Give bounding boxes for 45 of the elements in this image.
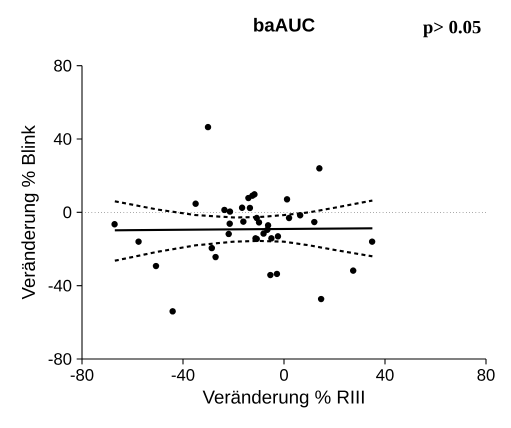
y-axis-title: Veränderung % Blink <box>21 125 39 300</box>
y-tick-label: -40 <box>48 280 72 292</box>
point <box>274 270 280 278</box>
point <box>318 296 324 302</box>
x-tick-label: 80 <box>477 369 495 381</box>
point <box>311 218 318 226</box>
point <box>260 230 267 237</box>
point <box>286 214 292 222</box>
x-tick-label: -40 <box>172 369 194 381</box>
point <box>135 238 142 245</box>
x-tick-label: 0 <box>280 369 288 381</box>
point <box>296 212 304 218</box>
point <box>256 219 262 226</box>
y-tick-label: -80 <box>48 353 72 365</box>
point <box>192 200 199 207</box>
x-tick-label: 40 <box>376 369 394 381</box>
y-tick-label: 0 <box>63 206 72 218</box>
point <box>368 238 376 245</box>
point <box>316 165 323 172</box>
point <box>226 208 234 215</box>
point <box>284 196 290 203</box>
point <box>221 206 228 214</box>
point <box>212 254 219 260</box>
text: p> 0.05 <box>423 20 481 38</box>
chart-title: baAUC <box>254 18 315 32</box>
point <box>267 272 274 278</box>
point <box>226 220 233 227</box>
point <box>274 233 282 240</box>
x-axis-title: Veränderung % RIII <box>202 390 364 408</box>
y-tick-label: 40 <box>54 133 72 145</box>
point <box>268 235 275 242</box>
y-tick-label: 80 <box>54 60 72 72</box>
point <box>350 267 356 274</box>
point <box>111 221 118 228</box>
point <box>238 204 246 211</box>
point <box>208 244 215 252</box>
point <box>264 226 271 233</box>
point <box>246 204 254 212</box>
point <box>204 124 212 130</box>
point <box>240 218 247 225</box>
point <box>152 262 160 270</box>
point <box>226 230 232 238</box>
x-tick-label: -80 <box>70 369 94 381</box>
point <box>169 308 176 315</box>
point <box>254 214 260 222</box>
